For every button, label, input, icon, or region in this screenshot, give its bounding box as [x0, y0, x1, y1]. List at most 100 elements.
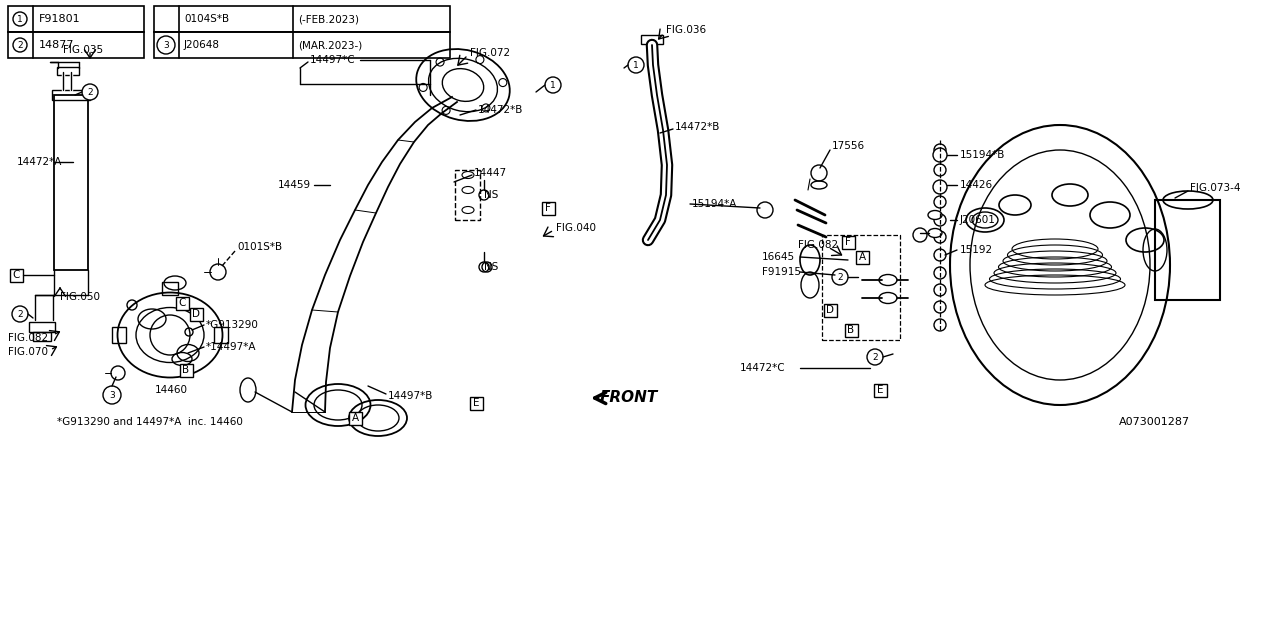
Bar [8, 6, 145, 32]
Text: FIG.036: FIG.036 [666, 25, 707, 35]
Text: 14472*A: 14472*A [17, 157, 63, 167]
Text: FIG.072: FIG.072 [470, 48, 511, 58]
Bar [8, 32, 145, 58]
Text: F91915: F91915 [762, 267, 801, 277]
Circle shape [934, 214, 946, 226]
Text: *G913290 and 14497*A  inc. 14460: *G913290 and 14497*A inc. 14460 [58, 417, 243, 427]
Text: J20648: J20648 [184, 40, 220, 50]
Circle shape [13, 12, 27, 26]
Text: 14472*C: 14472*C [740, 363, 786, 373]
Bar [641, 35, 663, 44]
Text: 15194*A: 15194*A [692, 199, 737, 209]
Text: F91801: F91801 [38, 14, 81, 24]
Text: F: F [545, 203, 550, 213]
Bar [58, 67, 79, 75]
Circle shape [12, 306, 28, 322]
Circle shape [934, 144, 946, 156]
Bar [9, 269, 23, 282]
Text: J20601: J20601 [960, 215, 996, 225]
Bar [823, 303, 837, 317]
Bar [855, 250, 869, 264]
Circle shape [934, 164, 946, 176]
Text: E: E [472, 398, 479, 408]
Text: 2: 2 [872, 353, 878, 362]
Circle shape [756, 202, 773, 218]
Circle shape [934, 231, 946, 243]
Bar [1155, 200, 1220, 300]
Circle shape [832, 269, 849, 285]
Text: (-FEB.2023): (-FEB.2023) [298, 14, 358, 24]
Text: 16645: 16645 [762, 252, 795, 262]
Text: D: D [826, 305, 835, 315]
Text: FIG.070: FIG.070 [8, 347, 49, 357]
Circle shape [82, 84, 99, 100]
Ellipse shape [879, 292, 897, 303]
Bar [454, 170, 480, 220]
Circle shape [545, 77, 561, 93]
Text: 14497*B: 14497*B [388, 391, 434, 401]
Circle shape [934, 196, 946, 208]
Text: FIG.050: FIG.050 [60, 292, 100, 302]
Text: 14460: 14460 [155, 385, 188, 395]
Text: 1: 1 [17, 15, 23, 24]
Text: 15192: 15192 [960, 245, 993, 255]
Text: 2: 2 [87, 88, 93, 97]
Circle shape [934, 249, 946, 261]
Text: *14497*A: *14497*A [206, 342, 256, 352]
Text: A: A [352, 413, 358, 423]
Bar [113, 327, 125, 343]
Circle shape [13, 38, 27, 52]
Ellipse shape [928, 228, 942, 237]
Bar [175, 296, 188, 310]
Text: C: C [13, 270, 19, 280]
Bar [163, 282, 178, 295]
Text: FIG.040: FIG.040 [556, 223, 596, 233]
Text: 2: 2 [17, 40, 23, 49]
Circle shape [628, 57, 644, 73]
Text: E: E [877, 385, 883, 395]
Bar [33, 332, 51, 341]
Text: D: D [192, 309, 200, 319]
Bar [873, 383, 887, 397]
Text: F: F [845, 237, 851, 247]
Circle shape [934, 319, 946, 331]
Bar [29, 322, 55, 332]
Circle shape [934, 181, 946, 193]
Bar [189, 307, 202, 321]
Text: C: C [178, 298, 186, 308]
Text: 0101S*B: 0101S*B [237, 242, 282, 252]
Text: A073001287: A073001287 [1119, 417, 1190, 427]
Text: 14497*C: 14497*C [310, 55, 356, 65]
Text: (MAR.2023-): (MAR.2023-) [298, 40, 362, 50]
Text: 3: 3 [109, 390, 115, 399]
Text: *G913290: *G913290 [206, 320, 259, 330]
Bar [470, 397, 483, 410]
Circle shape [933, 148, 947, 162]
Circle shape [934, 301, 946, 313]
Text: FRONT: FRONT [600, 390, 658, 406]
Bar [54, 95, 88, 270]
Text: 14447: 14447 [474, 168, 507, 178]
Text: NS: NS [484, 262, 498, 272]
Text: 14459: 14459 [278, 180, 311, 190]
Bar [541, 202, 554, 214]
Text: 0104S*B: 0104S*B [184, 14, 229, 24]
Circle shape [102, 386, 122, 404]
Circle shape [867, 349, 883, 365]
Bar [348, 412, 361, 424]
Circle shape [913, 228, 927, 242]
Text: 14426: 14426 [960, 180, 993, 190]
Bar [154, 6, 451, 32]
Bar [214, 327, 228, 343]
Circle shape [934, 267, 946, 279]
Circle shape [934, 284, 946, 296]
Circle shape [812, 165, 827, 181]
Text: 14472*B: 14472*B [477, 105, 524, 115]
Text: 1: 1 [550, 81, 556, 90]
Text: NS: NS [484, 190, 498, 200]
Text: FIG.073-4: FIG.073-4 [1190, 183, 1240, 193]
Bar [154, 32, 451, 58]
Text: FIG.082: FIG.082 [797, 240, 838, 250]
Text: FIG.035: FIG.035 [63, 45, 104, 55]
Circle shape [933, 180, 947, 194]
